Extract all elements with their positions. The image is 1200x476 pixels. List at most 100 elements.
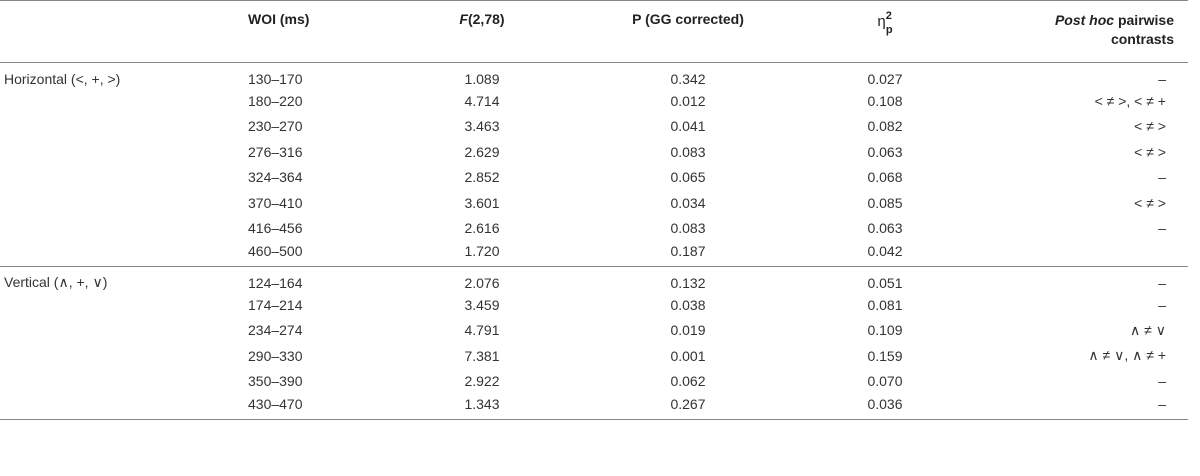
post-hoc-cell: ∧ ≠ ∨ [1130, 321, 1166, 338]
eta-symbol: η [877, 13, 886, 30]
eta-value-cell: 0.063 [867, 143, 903, 160]
eta-value-cell: 0.085 [867, 194, 903, 211]
eta-value-cell: 0.042 [867, 242, 903, 259]
woi-cell: 276–316 [248, 143, 303, 160]
table-row: 180–220 4.714 0.012 0.108 < ≠ >, < ≠ + [0, 88, 1188, 114]
p-value-cell: 0.342 [670, 70, 706, 87]
p-value-cell: 0.187 [670, 242, 706, 259]
table-row: 234–274 4.791 0.019 0.109 ∧ ≠ ∨ [0, 318, 1188, 344]
f-value-cell: 4.714 [464, 92, 500, 109]
f-value-cell: 2.922 [464, 373, 500, 390]
post-hoc-cell [958, 241, 1188, 267]
group-label-cell [0, 292, 218, 318]
eta-superscript: 2 [885, 10, 892, 22]
woi-cell: 130–170 [248, 70, 303, 87]
header-post-hoc-italic: Post hoc [1054, 12, 1115, 28]
group-label-cell [0, 114, 218, 140]
table-row: 290–330 7.381 0.001 0.159 ∧ ≠ ∨, ∧ ≠ + [0, 343, 1188, 369]
p-value-cell: 0.041 [670, 118, 706, 135]
header-post-hoc-line2: contrasts [1110, 31, 1174, 47]
table-row: 230–270 3.463 0.041 0.082 < ≠ > [0, 114, 1188, 140]
p-value-cell: 0.065 [670, 169, 706, 186]
eta-value-cell: 0.051 [867, 274, 903, 291]
eta-value-cell: 0.027 [867, 70, 903, 87]
group-label-cell [0, 343, 218, 369]
table-row: 416–456 2.616 0.083 0.063 – [0, 216, 1188, 242]
woi-cell: 324–364 [248, 169, 303, 186]
woi-cell: 290–330 [248, 347, 303, 364]
f-value-cell: 3.601 [464, 194, 500, 211]
post-hoc-cell: < ≠ > [1134, 118, 1166, 135]
group-label-cell [0, 216, 218, 242]
header-group [0, 1, 218, 63]
header-f-italic: F [459, 11, 468, 27]
woi-cell: 430–470 [248, 395, 303, 412]
group-label-cell: Vertical (∧, +, ∨) [4, 274, 108, 290]
f-value-cell: 2.616 [464, 220, 500, 237]
post-hoc-cell: – [1158, 296, 1166, 313]
woi-cell: 234–274 [248, 322, 303, 339]
table-body: Horizontal (<, +, >) 130–170 1.089 0.342 0.0… [0, 63, 1188, 420]
header-woi: WOI (ms) [248, 11, 310, 27]
table-row: Vertical (∧, +, ∨) 124–164 2.076 0.132 0.051… [0, 266, 1188, 293]
p-value-cell: 0.267 [670, 395, 706, 412]
p-value-cell: 0.034 [670, 194, 706, 211]
eta-value-cell: 0.068 [867, 169, 903, 186]
eta-value-cell: 0.081 [867, 296, 903, 313]
table-row: 174–214 3.459 0.038 0.081 – [0, 292, 1188, 318]
f-value-cell: 3.459 [464, 296, 500, 313]
eta-value-cell: 0.063 [867, 220, 903, 237]
f-value-cell: 3.463 [464, 118, 500, 135]
eta-value-cell: 0.082 [867, 118, 903, 135]
header-f-df: (2,78) [467, 11, 505, 27]
woi-cell: 124–164 [248, 274, 303, 291]
post-hoc-cell: < ≠ >, < ≠ + [1094, 92, 1166, 109]
post-hoc-cell: – [1158, 395, 1166, 412]
eta-value-cell: 0.159 [867, 347, 903, 364]
p-value-cell: 0.019 [670, 322, 706, 339]
group-label-cell [0, 369, 218, 395]
header-p-value: P (GG corrected) [632, 11, 744, 27]
f-value-cell: 2.629 [464, 143, 500, 160]
group-label-cell: Horizontal (<, +, >) [4, 70, 121, 87]
p-value-cell: 0.083 [670, 220, 706, 237]
post-hoc-cell: < ≠ > [1134, 194, 1166, 211]
woi-cell: 416–456 [248, 220, 303, 237]
f-value-cell: 1.720 [464, 242, 500, 259]
eta-value-cell: 0.036 [867, 395, 903, 412]
anova-results-table: WOI (ms) F(2,78) P (GG corrected) η2 p Po… [0, 0, 1188, 420]
f-value-cell: 2.852 [464, 169, 500, 186]
eta-value-cell: 0.109 [867, 322, 903, 339]
eta-subscript: p [885, 24, 893, 36]
table-row: 350–390 2.922 0.062 0.070 – [0, 369, 1188, 395]
group-label-cell [0, 394, 218, 420]
eta-value-cell: 0.070 [867, 373, 903, 390]
eta-value-cell: 0.108 [867, 92, 903, 109]
p-value-cell: 0.062 [670, 373, 706, 390]
header-post-hoc-rest: pairwise [1114, 12, 1174, 28]
woi-cell: 350–390 [248, 373, 303, 390]
post-hoc-cell: – [1158, 373, 1166, 390]
woi-cell: 370–410 [248, 194, 303, 211]
table-row: 324–364 2.852 0.065 0.068 – [0, 165, 1188, 191]
header-partial-eta-squared: η2 p [812, 1, 958, 63]
p-value-cell: 0.001 [670, 347, 706, 364]
post-hoc-cell: ∧ ≠ ∨, ∧ ≠ + [1088, 347, 1166, 364]
table-row: 430–470 1.343 0.267 0.036 – [0, 394, 1188, 420]
header-row: WOI (ms) F(2,78) P (GG corrected) η2 p Po… [0, 0, 1188, 63]
post-hoc-cell: – [1158, 169, 1166, 186]
post-hoc-cell: – [1158, 70, 1166, 87]
f-value-cell: 1.343 [464, 395, 500, 412]
f-value-cell: 1.089 [464, 70, 500, 87]
woi-cell: 460–500 [248, 242, 303, 259]
group-label-cell [0, 241, 218, 267]
woi-cell: 230–270 [248, 118, 303, 135]
table-row: Horizontal (<, +, >) 130–170 1.089 0.342 0.0… [0, 63, 1188, 89]
header-f-statistic: F(2,78) [400, 1, 564, 63]
p-value-cell: 0.083 [670, 143, 706, 160]
f-value-cell: 4.791 [464, 322, 500, 339]
woi-cell: 174–214 [248, 296, 303, 313]
f-value-cell: 7.381 [464, 347, 500, 364]
header-post-hoc: Post hoc pairwise contrasts [958, 1, 1188, 63]
